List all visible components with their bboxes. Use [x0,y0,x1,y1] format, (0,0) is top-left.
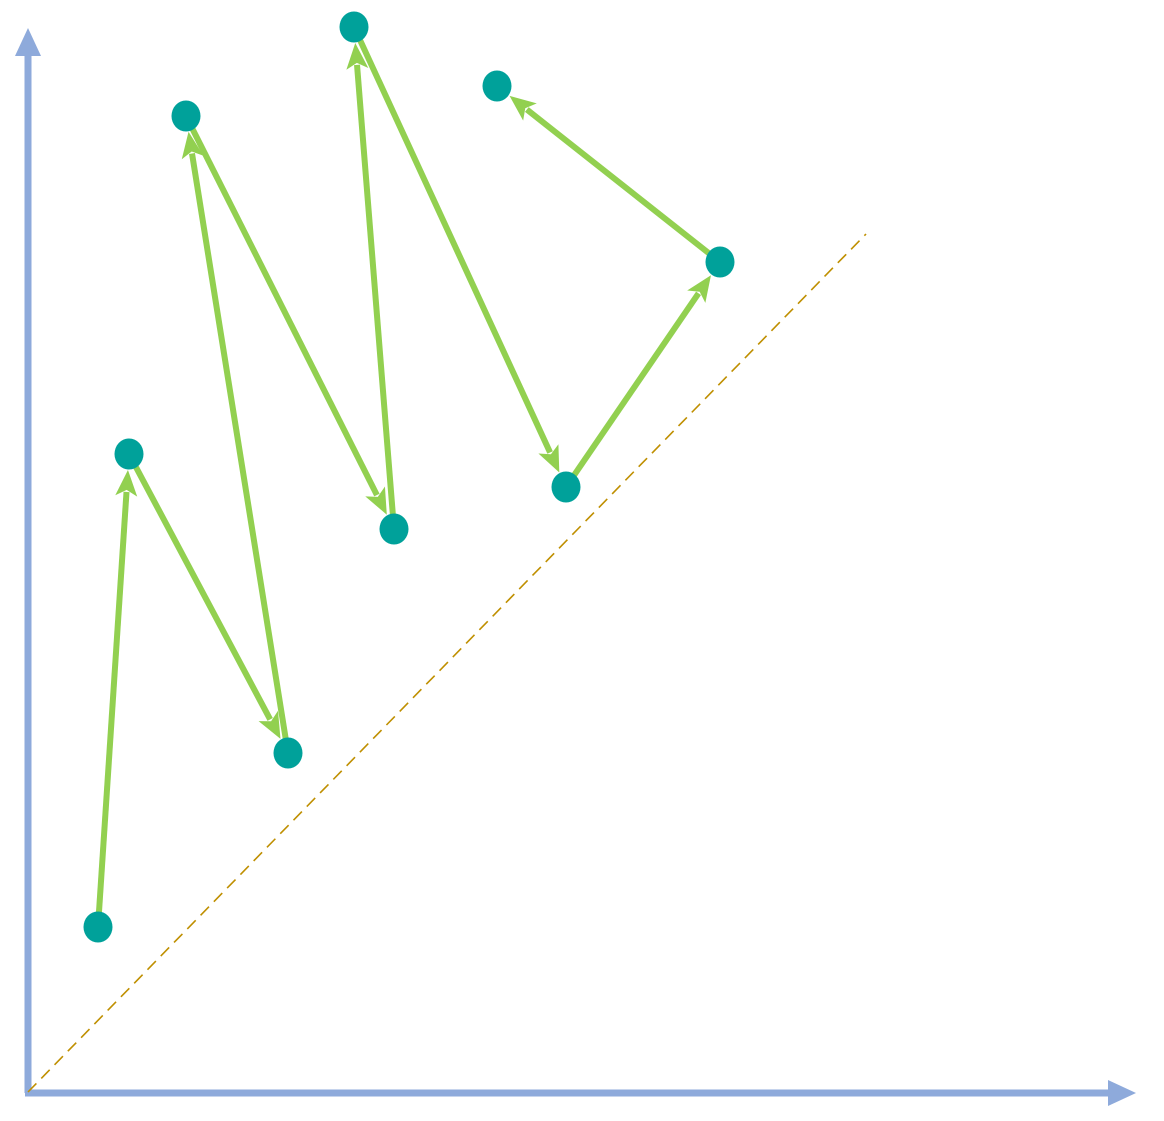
arrow-shaft [356,37,553,454]
nodes [83,11,735,943]
arrowhead-icon [687,275,711,303]
arrow-7 [570,275,711,478]
arrow-5 [346,42,396,517]
arrowhead-icon [538,444,560,473]
node-4 [171,100,201,132]
arrowhead-icon [509,95,537,121]
arrow-shaft [354,64,396,517]
diagonal-reference-line [27,233,867,1093]
arrow-2 [132,464,281,739]
node-2 [114,438,144,470]
arrows [95,37,712,915]
arrow-shaft [524,107,712,257]
arrow-shaft [95,491,130,915]
arrow-3 [181,131,289,741]
arrow-shaft [570,291,702,478]
arrow-6 [356,37,560,473]
node-6 [339,11,369,43]
arrowhead-icon [258,710,281,739]
node-1 [83,911,113,943]
node-5 [379,513,409,545]
arrow-4 [189,126,387,515]
node-9 [482,70,512,102]
arrow-shaft [189,126,380,497]
x-axis-arrowhead-icon [1108,1080,1136,1106]
node-7 [551,471,581,503]
arrowhead-icon [115,469,138,497]
arrow-1 [95,469,138,915]
arrow-8 [509,95,712,257]
arrow-shaft [132,464,273,721]
node-8 [705,246,735,278]
y-axis-arrowhead-icon [15,28,41,56]
arrowhead-icon [181,131,204,160]
axes [15,28,1136,1106]
arrowhead-icon [365,486,387,515]
arrow-shaft [189,153,289,741]
node-3 [273,737,303,769]
arrowhead-icon [346,42,369,70]
